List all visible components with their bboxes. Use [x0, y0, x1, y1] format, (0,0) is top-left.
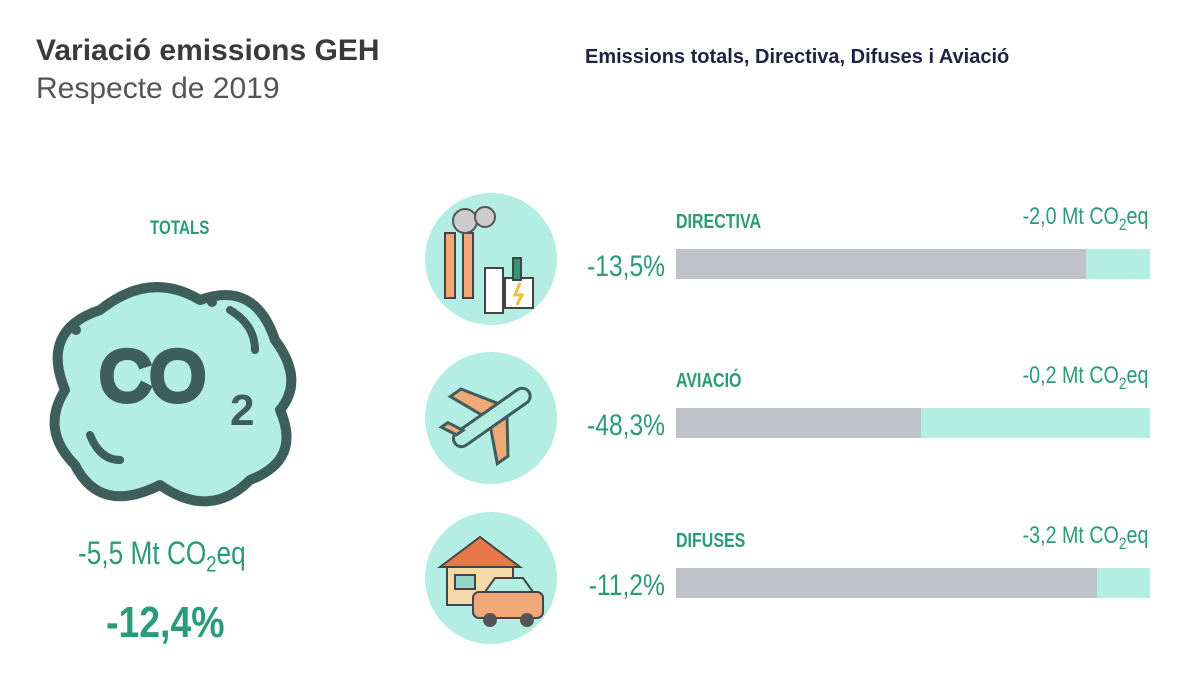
page-subtitle: Respecte de 2019 — [36, 72, 280, 105]
page-title: Variació emissions GEH — [36, 34, 380, 67]
svg-text:2: 2 — [230, 386, 254, 435]
bar-remaining — [676, 249, 1086, 279]
bar-track — [676, 249, 1150, 279]
bar-track — [676, 408, 1150, 438]
mt-value: -0,2 Mt CO2eq — [1022, 362, 1148, 393]
totals-pct: -12,4% — [106, 598, 225, 647]
svg-text:CO: CO — [100, 337, 205, 415]
category-label: DIRECTIVA — [676, 211, 762, 233]
bar-track — [676, 568, 1150, 598]
house-car-icon — [425, 512, 557, 644]
bar-remaining — [676, 568, 1097, 598]
pct-label: -13,5% — [587, 250, 665, 283]
co2-cloud-icon: CO 2 — [49, 282, 297, 507]
chart-title: Emissions totals, Directiva, Difuses i A… — [585, 46, 1010, 68]
totals-label: TOTALS — [150, 218, 210, 239]
category-label: AVIACIÓ — [676, 370, 742, 392]
pct-label: -11,2% — [588, 569, 665, 602]
pct-label: -48,3% — [587, 409, 665, 442]
mt-value: -2,0 Mt CO2eq — [1022, 203, 1148, 234]
category-label: DIFUSES — [676, 530, 746, 552]
bar-remaining — [676, 408, 922, 438]
totals-mt: -5,5 Mt CO2eq — [78, 535, 246, 577]
factory-icon — [425, 193, 557, 325]
airplane-icon — [425, 352, 557, 484]
mt-value: -3,2 Mt CO2eq — [1022, 522, 1148, 553]
